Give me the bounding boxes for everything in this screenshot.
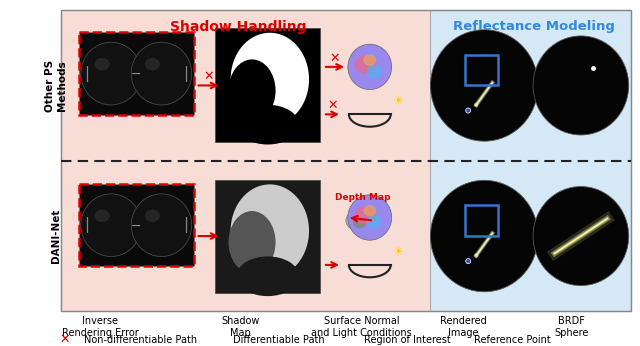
Ellipse shape bbox=[364, 205, 376, 216]
Ellipse shape bbox=[355, 56, 376, 74]
Bar bbox=[79, 184, 193, 266]
Bar bbox=[61, 10, 619, 311]
Ellipse shape bbox=[533, 36, 628, 135]
Text: BRDF
Sphere: BRDF Sphere bbox=[554, 316, 589, 338]
Ellipse shape bbox=[145, 210, 160, 222]
Text: DANI-Net: DANI-Net bbox=[51, 209, 61, 263]
Ellipse shape bbox=[230, 184, 309, 277]
Ellipse shape bbox=[533, 186, 628, 285]
Ellipse shape bbox=[466, 108, 470, 113]
Ellipse shape bbox=[95, 58, 109, 71]
Text: Shadow
Map: Shadow Map bbox=[221, 316, 260, 338]
Bar bbox=[465, 206, 498, 236]
Text: ✕: ✕ bbox=[204, 70, 214, 83]
Text: −: − bbox=[131, 220, 141, 233]
Ellipse shape bbox=[474, 103, 478, 107]
Bar bbox=[79, 32, 193, 115]
Text: ✕: ✕ bbox=[330, 52, 340, 65]
Ellipse shape bbox=[474, 253, 478, 258]
Text: ✕: ✕ bbox=[327, 99, 338, 112]
Bar bbox=[216, 28, 320, 142]
Ellipse shape bbox=[236, 105, 299, 145]
Ellipse shape bbox=[230, 33, 309, 126]
Ellipse shape bbox=[367, 65, 382, 78]
Bar bbox=[348, 334, 361, 346]
Text: Reference Point: Reference Point bbox=[474, 335, 551, 345]
Text: −: − bbox=[131, 68, 141, 81]
Text: Shadow Handling: Shadow Handling bbox=[170, 20, 307, 34]
Ellipse shape bbox=[348, 44, 392, 90]
Text: |: | bbox=[84, 217, 90, 233]
Ellipse shape bbox=[236, 256, 299, 296]
Ellipse shape bbox=[353, 218, 366, 228]
Text: Reflectance Modeling: Reflectance Modeling bbox=[453, 20, 615, 33]
Ellipse shape bbox=[95, 210, 109, 222]
Ellipse shape bbox=[145, 58, 160, 71]
Ellipse shape bbox=[81, 42, 141, 105]
Ellipse shape bbox=[364, 54, 376, 66]
Bar bbox=[465, 55, 498, 85]
Ellipse shape bbox=[131, 42, 192, 105]
Ellipse shape bbox=[131, 194, 192, 257]
Text: |: | bbox=[84, 66, 90, 82]
Text: |: | bbox=[183, 217, 188, 233]
Text: Differentiable Path: Differentiable Path bbox=[234, 335, 325, 345]
Text: Surface Normal
and Light Conditions: Surface Normal and Light Conditions bbox=[311, 316, 412, 338]
Ellipse shape bbox=[431, 30, 538, 141]
Ellipse shape bbox=[81, 194, 141, 257]
Ellipse shape bbox=[348, 195, 392, 240]
Bar bbox=[61, 10, 630, 311]
Bar bbox=[216, 180, 320, 293]
Text: Non-differentiable Path: Non-differentiable Path bbox=[84, 335, 197, 345]
Ellipse shape bbox=[466, 258, 470, 264]
Text: Other PS
Methods: Other PS Methods bbox=[45, 60, 67, 111]
Text: |: | bbox=[183, 66, 188, 82]
Text: ☀: ☀ bbox=[393, 246, 404, 259]
Text: Inverse
Rendering Error: Inverse Rendering Error bbox=[62, 316, 138, 338]
Ellipse shape bbox=[228, 211, 276, 273]
Text: Depth Map: Depth Map bbox=[335, 193, 390, 202]
Ellipse shape bbox=[355, 206, 376, 224]
Ellipse shape bbox=[367, 215, 382, 229]
Text: Region of Interest: Region of Interest bbox=[364, 335, 451, 345]
Text: Rendered
Image: Rendered Image bbox=[440, 316, 487, 338]
Ellipse shape bbox=[346, 211, 370, 230]
Text: ✕: ✕ bbox=[60, 333, 70, 346]
Text: ☀: ☀ bbox=[393, 95, 404, 108]
Ellipse shape bbox=[228, 60, 276, 122]
Bar bbox=[429, 10, 630, 311]
Ellipse shape bbox=[463, 336, 471, 344]
Ellipse shape bbox=[431, 180, 538, 292]
